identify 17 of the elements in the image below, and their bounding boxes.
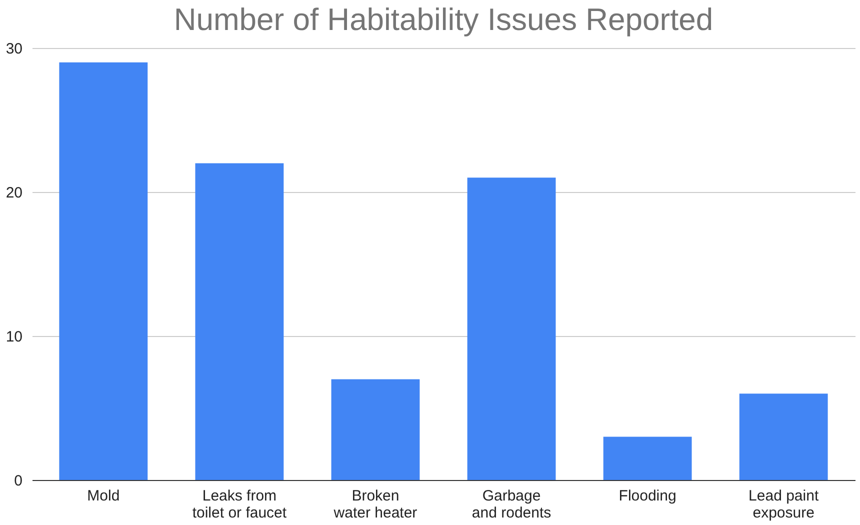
- bar: [59, 62, 148, 480]
- x-tick-label: Mold: [87, 488, 120, 504]
- chart-title: Number of Habitability Issues Reported: [174, 2, 714, 37]
- x-tick-label: Flooding: [618, 488, 676, 504]
- x-tick-label: Leaks from toilet or faucet: [192, 488, 288, 522]
- y-tick-label: 0: [14, 472, 22, 490]
- bar: [603, 436, 692, 480]
- x-tick-label: Lead paint exposure: [748, 488, 820, 522]
- y-tick-label: 30: [6, 40, 22, 58]
- y-tick-label: 20: [6, 184, 22, 202]
- bar: [739, 394, 828, 480]
- x-tick-label: Broken water heater: [332, 488, 418, 522]
- x-tick-label: Garbage and rodents: [472, 488, 552, 522]
- bar: [467, 178, 556, 480]
- bar: [331, 379, 420, 480]
- bar: [195, 163, 284, 480]
- y-tick-label: 10: [6, 328, 22, 346]
